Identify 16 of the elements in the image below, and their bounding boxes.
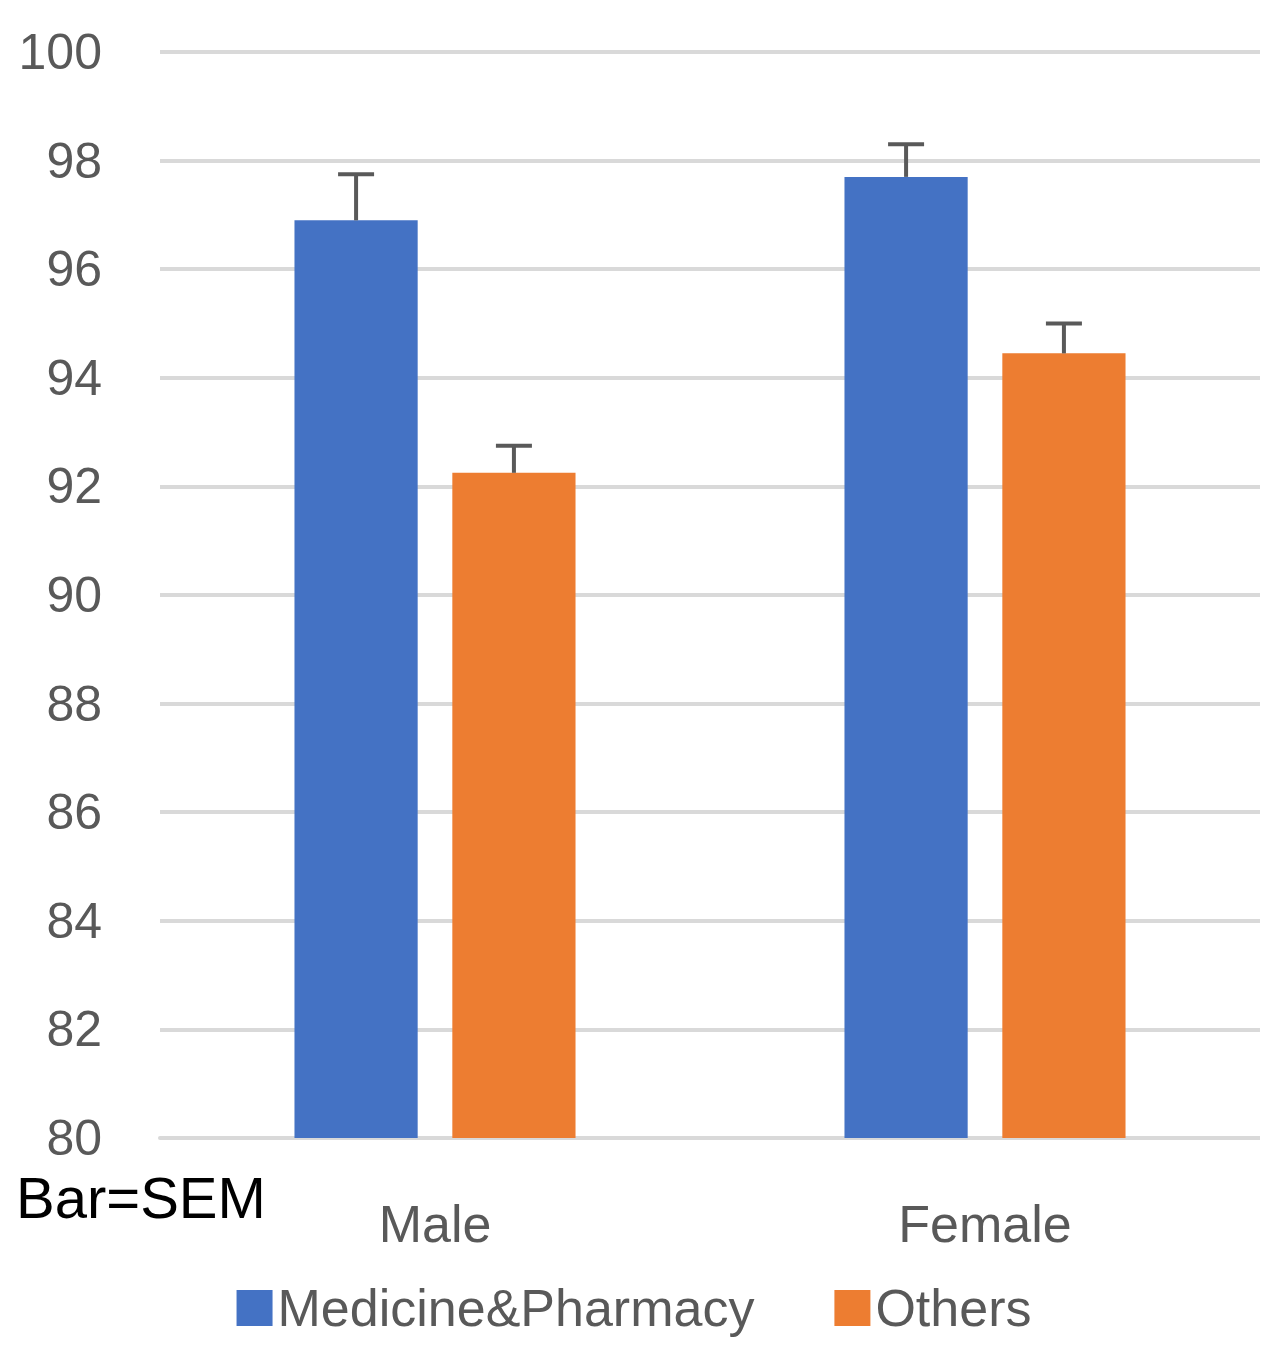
x-tick-label: Female [898, 1195, 1072, 1253]
y-tick-label: 96 [46, 241, 102, 298]
y-tick-label: 100 [18, 24, 102, 80]
y-tick-label: 84 [46, 892, 102, 949]
legend-label: Medicine&Pharmacy [277, 1279, 755, 1337]
y-tick-label: 88 [46, 675, 102, 732]
legend-label: Others [875, 1279, 1032, 1337]
x-tick-label: Male [378, 1195, 492, 1253]
text: Bar=SEM [16, 1164, 266, 1230]
y-tick-label: 92 [46, 458, 102, 515]
y-tick-label: 98 [46, 132, 102, 189]
y-tick-label: 80 [46, 1110, 102, 1166]
y-tick-label: 82 [46, 1001, 102, 1058]
y-tick-label: 94 [46, 349, 102, 406]
y-tick-label: 86 [46, 784, 102, 841]
y-tick-label: 90 [46, 567, 102, 623]
